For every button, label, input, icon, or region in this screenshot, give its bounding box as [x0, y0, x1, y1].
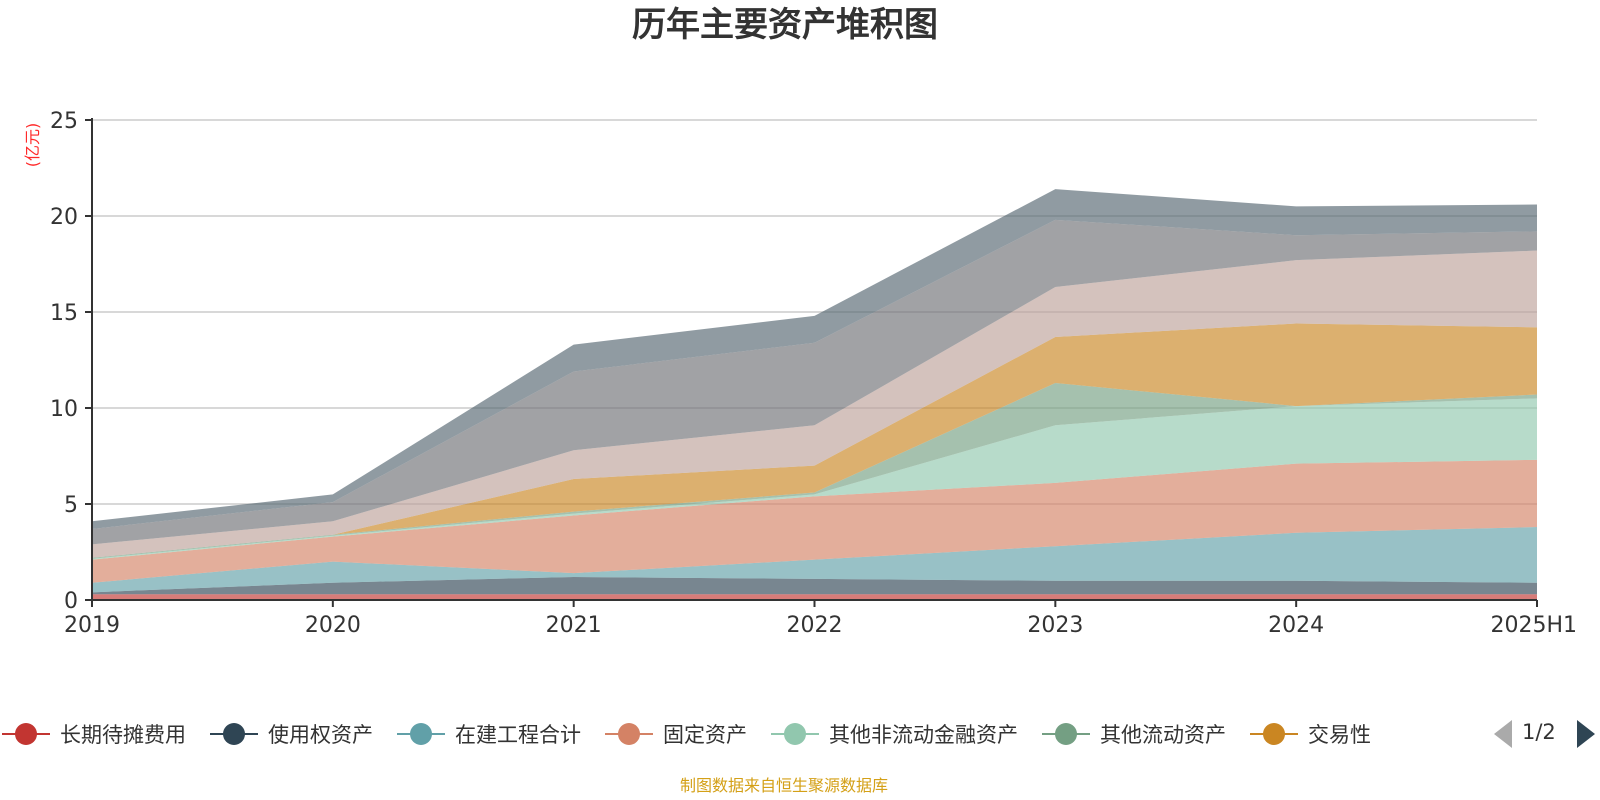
x-tick-label: 2022: [787, 613, 843, 638]
x-tick-label: 2025H1: [1490, 613, 1577, 638]
legend-label: 使用权资产: [268, 723, 373, 747]
legend-label: 交易性: [1308, 723, 1371, 747]
x-tick-label: 2023: [1027, 613, 1083, 638]
area-series-8: [92, 219, 1537, 545]
legend-label: 在建工程合计: [455, 723, 581, 747]
legend-item-5[interactable]: 其他流动资产: [1042, 723, 1226, 747]
chart-title: 历年主要资产堆积图: [632, 5, 938, 45]
area-series-9: [92, 189, 1537, 529]
legend-label: 长期待摊费用: [60, 723, 186, 747]
area-series-4: [92, 398, 1537, 560]
y-tick-label: 25: [50, 109, 78, 134]
legend-marker-icon: [1263, 723, 1285, 745]
legend-marker-icon: [15, 723, 37, 745]
y-axis-unit-label: (亿元): [23, 123, 42, 168]
legend: 长期待摊费用 使用权资产 在建工程合计 固定资产 其他非流动金融资产 其他流动资产 交易性: [2, 723, 1371, 747]
y-tick-label: 15: [50, 301, 78, 326]
area-series-3: [92, 459, 1537, 583]
legend-label: 其他非流动金融资产: [829, 723, 1018, 747]
area-series-1: [92, 576, 1537, 595]
x-tick-label: 2020: [305, 613, 361, 638]
legend-item-6[interactable]: 交易性: [1250, 723, 1371, 747]
legend-item-0[interactable]: 长期待摊费用: [2, 723, 186, 747]
legend-item-1[interactable]: 使用权资产: [210, 723, 373, 747]
area-series-layer: [92, 189, 1537, 600]
legend-item-2[interactable]: 在建工程合计: [397, 723, 581, 747]
y-tick-label: 20: [50, 205, 78, 230]
legend-page-indicator: 1/2: [1522, 720, 1556, 744]
legend-pager: 1/2: [1494, 720, 1595, 748]
legend-label: 固定资产: [663, 723, 747, 747]
legend-marker-icon: [223, 723, 245, 745]
y-tick-label: 5: [64, 493, 78, 518]
legend-next-page-icon[interactable]: [1577, 720, 1595, 748]
legend-item-4[interactable]: 其他非流动金融资产: [771, 723, 1018, 747]
x-tick-label: 2019: [64, 613, 120, 638]
legend-item-3[interactable]: 固定资产: [605, 723, 747, 747]
x-tick-label: 2024: [1268, 613, 1324, 638]
data-source-note: 制图数据来自恒生聚源数据库: [680, 776, 888, 795]
y-tick-label: 10: [50, 397, 78, 422]
legend-marker-icon: [1055, 723, 1077, 745]
axes: 0 5 10 15 20 25 2019 2020 2021 2022 2023 2024 2025H1: [50, 109, 1577, 638]
legend-marker-icon: [618, 723, 640, 745]
area-series-7: [92, 250, 1537, 558]
x-tick-label: 2021: [546, 613, 602, 638]
legend-prev-page-icon[interactable]: [1494, 720, 1512, 748]
y-tick-label: 0: [64, 589, 78, 614]
legend-marker-icon: [784, 723, 806, 745]
area-series-0: [92, 594, 1537, 600]
legend-label: 其他流动资产: [1100, 723, 1226, 747]
legend-marker-icon: [410, 723, 432, 745]
area-series-6: [92, 323, 1537, 558]
